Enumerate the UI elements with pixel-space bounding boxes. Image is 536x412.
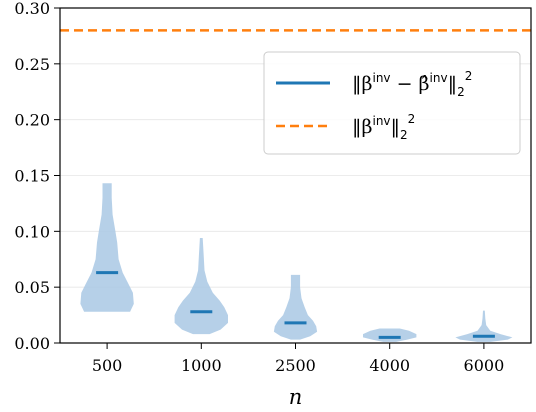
- y-tick-label: 0.20: [14, 111, 50, 130]
- legend-text-part: 2: [400, 128, 408, 142]
- y-tick-label: 0.30: [14, 0, 50, 18]
- axis-ticks: 0.00 0.05 0.10 0.15 0.20 0.25 0.30 500 1000 2500 4…: [14, 0, 504, 375]
- x-tick-label: 2500: [275, 356, 316, 375]
- y-tick-label: 0.10: [14, 222, 50, 241]
- x-axis-label: n: [289, 385, 303, 409]
- legend-label-estimation_error: ‖βinv − β̂inv‖22: [352, 69, 472, 99]
- legend-text-part: ‖: [448, 73, 458, 95]
- x-tick-label: 500: [92, 356, 123, 375]
- violin-500: [80, 183, 134, 312]
- legend-text-part: inv: [430, 71, 448, 85]
- legend-text-part: 2: [457, 85, 465, 99]
- y-tick-label: 0.15: [14, 167, 50, 186]
- violin-1000: [174, 238, 228, 335]
- legend-text-part: ‖β: [352, 73, 373, 95]
- x-tick-label: 1000: [181, 356, 222, 375]
- violin-plots: [80, 183, 513, 342]
- legend-text-part: ‖: [391, 116, 401, 138]
- legend-text-part: ‖β: [352, 116, 373, 138]
- violin-4000: [363, 328, 417, 342]
- violin-6000: [455, 310, 513, 342]
- y-tick-label: 0.05: [14, 278, 50, 297]
- legend-label-true_norm: ‖βinv‖22: [352, 112, 415, 142]
- legend-text-part: inv: [372, 71, 390, 85]
- legend: ‖βinv − β̂inv‖22‖βinv‖22: [263, 51, 521, 155]
- y-tick-label: 0.25: [14, 55, 50, 74]
- y-tick-label: 0.00: [14, 334, 50, 353]
- x-tick-label: 4000: [369, 356, 410, 375]
- legend-text-part: − β̂: [391, 73, 430, 95]
- x-tick-label: 6000: [464, 356, 505, 375]
- violin-2500: [273, 274, 318, 340]
- legend-box: [263, 51, 521, 155]
- legend-text-part: 2: [408, 112, 416, 126]
- legend-text-part: inv: [372, 114, 390, 128]
- legend-text-part: 2: [465, 69, 473, 83]
